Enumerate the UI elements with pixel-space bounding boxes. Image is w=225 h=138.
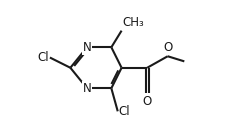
Text: Cl: Cl [37, 51, 49, 64]
Text: N: N [82, 41, 91, 54]
Text: O: O [142, 95, 151, 108]
Text: N: N [82, 82, 91, 95]
Text: CH₃: CH₃ [122, 16, 144, 29]
Text: Cl: Cl [118, 105, 129, 118]
Text: O: O [162, 41, 171, 54]
